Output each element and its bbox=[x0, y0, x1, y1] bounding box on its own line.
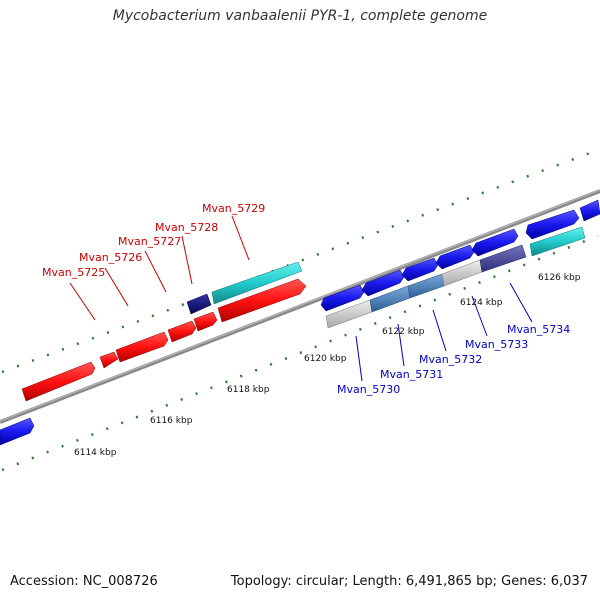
lower-tick-line bbox=[1, 234, 599, 472]
gene-label-mvan-5733[interactable]: Mvan_5733 bbox=[465, 338, 528, 351]
gene-arrow-blue-6[interactable] bbox=[525, 209, 580, 240]
kbp-label-6122: 6122 kbp bbox=[382, 327, 425, 337]
gene-arrow-top-right[interactable] bbox=[579, 199, 600, 222]
gene-arrow-red-3[interactable] bbox=[115, 331, 169, 363]
gene-label-mvan-5732[interactable]: Mvan_5732 bbox=[419, 353, 482, 366]
connector-mvan-5726 bbox=[104, 267, 129, 307]
kbp-label-6124: 6124 kbp bbox=[460, 298, 503, 308]
connector-mvan-5725 bbox=[69, 282, 96, 321]
kbp-labels: 6114 kbp 6116 kbp 6118 kbp 6120 kbp 6122… bbox=[74, 273, 581, 458]
gene-label-mvan-5730[interactable]: Mvan_5730 bbox=[337, 383, 400, 396]
genome-backbone bbox=[0, 189, 600, 424]
genome-backbone-highlight bbox=[0, 189, 600, 422]
kbp-label-6116: 6116 kbp bbox=[150, 416, 193, 426]
connector-mvan-5732 bbox=[432, 309, 447, 352]
connector-mvan-5734 bbox=[509, 282, 533, 323]
kbp-label-6114: 6114 kbp bbox=[74, 448, 117, 458]
gene-arrow-mvan-5729[interactable] bbox=[211, 261, 303, 305]
top-gene-labels: Mvan_5725 Mvan_5726 Mvan_5727 Mvan_5728 … bbox=[42, 202, 265, 279]
forward-red-genes bbox=[21, 278, 307, 402]
gene-arrow-blue-1[interactable] bbox=[320, 284, 365, 312]
gene-label-mvan-5727[interactable]: Mvan_5727 bbox=[118, 235, 181, 248]
gene-arrow-red-4[interactable] bbox=[167, 320, 197, 343]
gene-label-mvan-5729[interactable]: Mvan_5729 bbox=[202, 202, 265, 215]
bottom-gene-labels: Mvan_5730 Mvan_5731 Mvan_5732 Mvan_5733 … bbox=[337, 323, 570, 396]
top-label-connectors bbox=[69, 215, 250, 321]
gene-label-mvan-5734[interactable]: Mvan_5734 bbox=[507, 323, 570, 336]
gene-arrow-blue-3[interactable] bbox=[401, 257, 439, 282]
connector-mvan-5731 bbox=[397, 323, 405, 367]
accession-text: Accession: NC_008726 bbox=[10, 574, 158, 589]
scale-tick-lines bbox=[1, 148, 599, 472]
bottom-label-connectors bbox=[355, 282, 533, 382]
genome-summary-text: Topology: circular; Length: 6,491,865 bp… bbox=[230, 574, 588, 589]
connector-mvan-5729 bbox=[231, 215, 250, 261]
gene-label-mvan-5731[interactable]: Mvan_5731 bbox=[380, 368, 443, 381]
gene-arrow-red-1[interactable] bbox=[21, 361, 96, 402]
connector-mvan-5727 bbox=[144, 250, 167, 293]
page-title: Mycobacterium vanbaalenii PYR-1, complet… bbox=[112, 8, 488, 24]
kbp-label-6120: 6120 kbp bbox=[304, 354, 347, 364]
gene-label-mvan-5725[interactable]: Mvan_5725 bbox=[42, 266, 105, 279]
forward-blue-genes bbox=[320, 209, 580, 312]
connector-mvan-5728 bbox=[181, 235, 193, 285]
gene-label-mvan-5728[interactable]: Mvan_5728 bbox=[155, 221, 218, 234]
top-strand-genes bbox=[186, 199, 600, 315]
gene-arrow-mvan-5734[interactable] bbox=[479, 244, 527, 273]
reverse-strand-genes bbox=[0, 226, 586, 446]
gene-arrow-blue-2[interactable] bbox=[361, 269, 405, 297]
gene-arrow-blue-5[interactable] bbox=[471, 228, 519, 257]
gene-arrow-blue-4[interactable] bbox=[435, 244, 475, 270]
gene-arrow-red-5[interactable] bbox=[193, 311, 218, 332]
gene-arrow-red-2[interactable] bbox=[99, 351, 119, 369]
kbp-label-6118: 6118 kbp bbox=[227, 385, 270, 395]
gene-arrow-red-6[interactable] bbox=[217, 278, 307, 323]
gene-arrow-cyan-right[interactable] bbox=[529, 226, 586, 257]
gene-arrow-blue-left-edge[interactable] bbox=[0, 417, 35, 446]
kbp-label-6126: 6126 kbp bbox=[538, 273, 581, 283]
connector-mvan-5733 bbox=[471, 295, 488, 337]
gene-arrow-mvan-5728[interactable] bbox=[186, 293, 212, 315]
connector-mvan-5730 bbox=[355, 335, 363, 382]
gene-label-mvan-5726[interactable]: Mvan_5726 bbox=[79, 251, 142, 264]
